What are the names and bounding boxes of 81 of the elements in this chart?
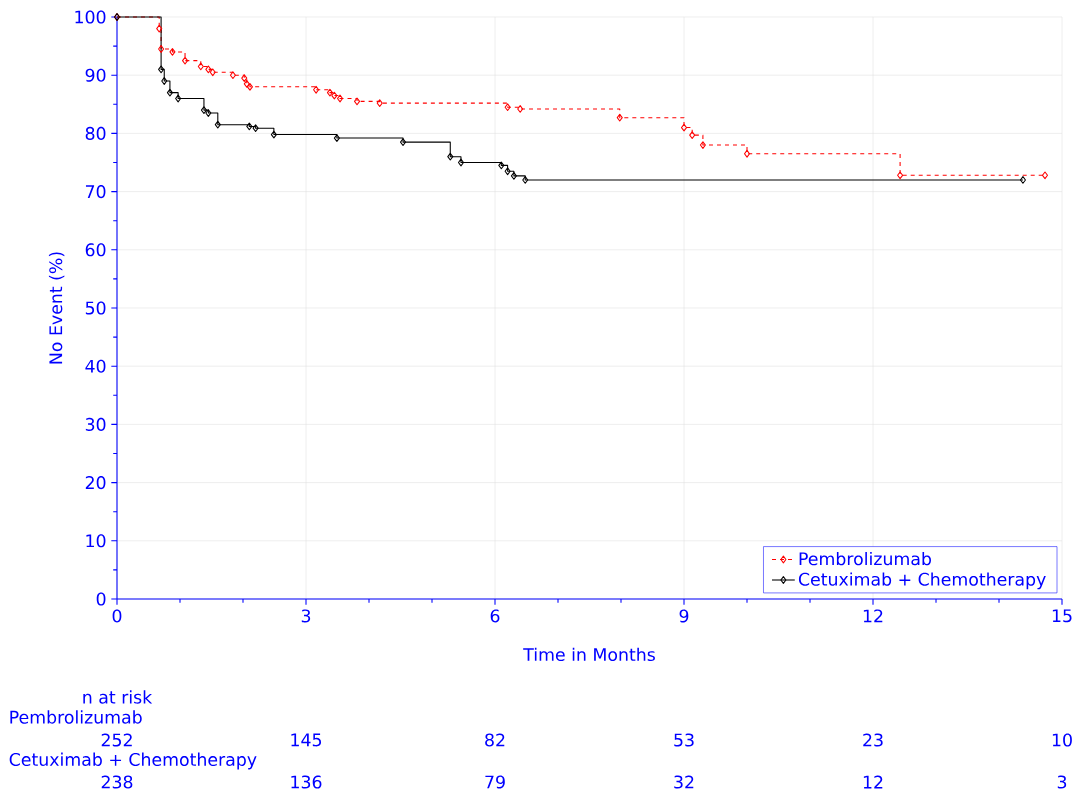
text: 32 — [674, 775, 694, 789]
point — [197, 62, 204, 71]
x-axis-title: Time in Months — [523, 647, 655, 662]
point — [522, 176, 529, 184]
point — [158, 45, 165, 53]
text: 12 — [863, 775, 883, 789]
point — [214, 120, 221, 129]
point — [504, 167, 511, 176]
point — [270, 130, 277, 139]
point — [616, 113, 623, 122]
point — [447, 152, 454, 161]
text: 238 — [101, 775, 133, 789]
point — [1041, 171, 1049, 180]
x-tick-label: 12 — [863, 609, 883, 623]
text: 53 — [674, 733, 694, 747]
legend-label: Pembrolizumab — [799, 551, 932, 566]
y-tick-label: 10 — [86, 534, 106, 548]
point — [457, 158, 465, 167]
y-tick-label: 80 — [85, 126, 106, 140]
point — [326, 88, 333, 97]
point — [243, 80, 250, 88]
x-tick-label: 6 — [490, 609, 500, 623]
y-tick-label: 40 — [85, 359, 106, 373]
y-tick-label: 20 — [85, 476, 106, 490]
text: 79 — [485, 775, 505, 789]
text: 10 — [1052, 733, 1072, 747]
point — [504, 103, 511, 112]
point — [331, 91, 338, 100]
point — [246, 82, 253, 91]
point — [313, 85, 320, 94]
y-tick-label: 90 — [85, 68, 106, 82]
y-tick-label: 100 — [75, 10, 106, 24]
text: n at risk — [83, 690, 153, 704]
x-tick-label: 0 — [112, 609, 122, 623]
point — [699, 141, 706, 149]
point — [689, 131, 696, 140]
point — [517, 105, 524, 113]
x-tick-label: 9 — [679, 609, 689, 623]
y-tick-label: 60 — [85, 243, 106, 257]
point — [399, 138, 407, 146]
point — [156, 24, 163, 33]
point — [680, 123, 688, 132]
x-tick-label: 3 — [301, 609, 311, 623]
point — [241, 74, 248, 82]
point — [353, 97, 361, 106]
point — [336, 94, 344, 103]
text: 252 — [101, 733, 132, 747]
text: Cetuximab + Chemotherapy — [9, 752, 257, 770]
point — [897, 171, 904, 180]
text: 136 — [291, 775, 322, 789]
point — [246, 122, 253, 131]
point — [376, 99, 383, 108]
point — [333, 134, 340, 142]
y-tick-label: 50 — [85, 301, 106, 315]
y-axis-title: No Event (%) — [48, 252, 65, 364]
point — [182, 56, 189, 65]
y-tick-label: 70 — [85, 185, 106, 199]
legend-label: Cetuximab + Chemotherapy — [798, 572, 1046, 590]
point — [175, 94, 182, 103]
point — [743, 149, 751, 158]
point — [498, 161, 505, 170]
text: 23 — [863, 733, 883, 747]
text: 145 — [291, 733, 322, 747]
y-tick-label: 30 — [85, 417, 106, 431]
point — [209, 68, 216, 77]
point — [200, 106, 207, 114]
point — [229, 71, 236, 80]
text: Pembrolizumab — [10, 710, 142, 724]
point — [161, 77, 168, 85]
point — [510, 172, 517, 180]
point — [166, 88, 173, 97]
text: 3 — [1057, 775, 1067, 789]
point — [252, 124, 259, 133]
point — [169, 48, 176, 56]
text: 82 — [485, 733, 505, 747]
point — [158, 65, 165, 74]
point — [1019, 176, 1026, 184]
point — [205, 109, 212, 117]
y-tick-label: 0 — [96, 592, 106, 606]
x-tick-label: 15 — [1052, 609, 1072, 623]
point — [205, 65, 212, 74]
